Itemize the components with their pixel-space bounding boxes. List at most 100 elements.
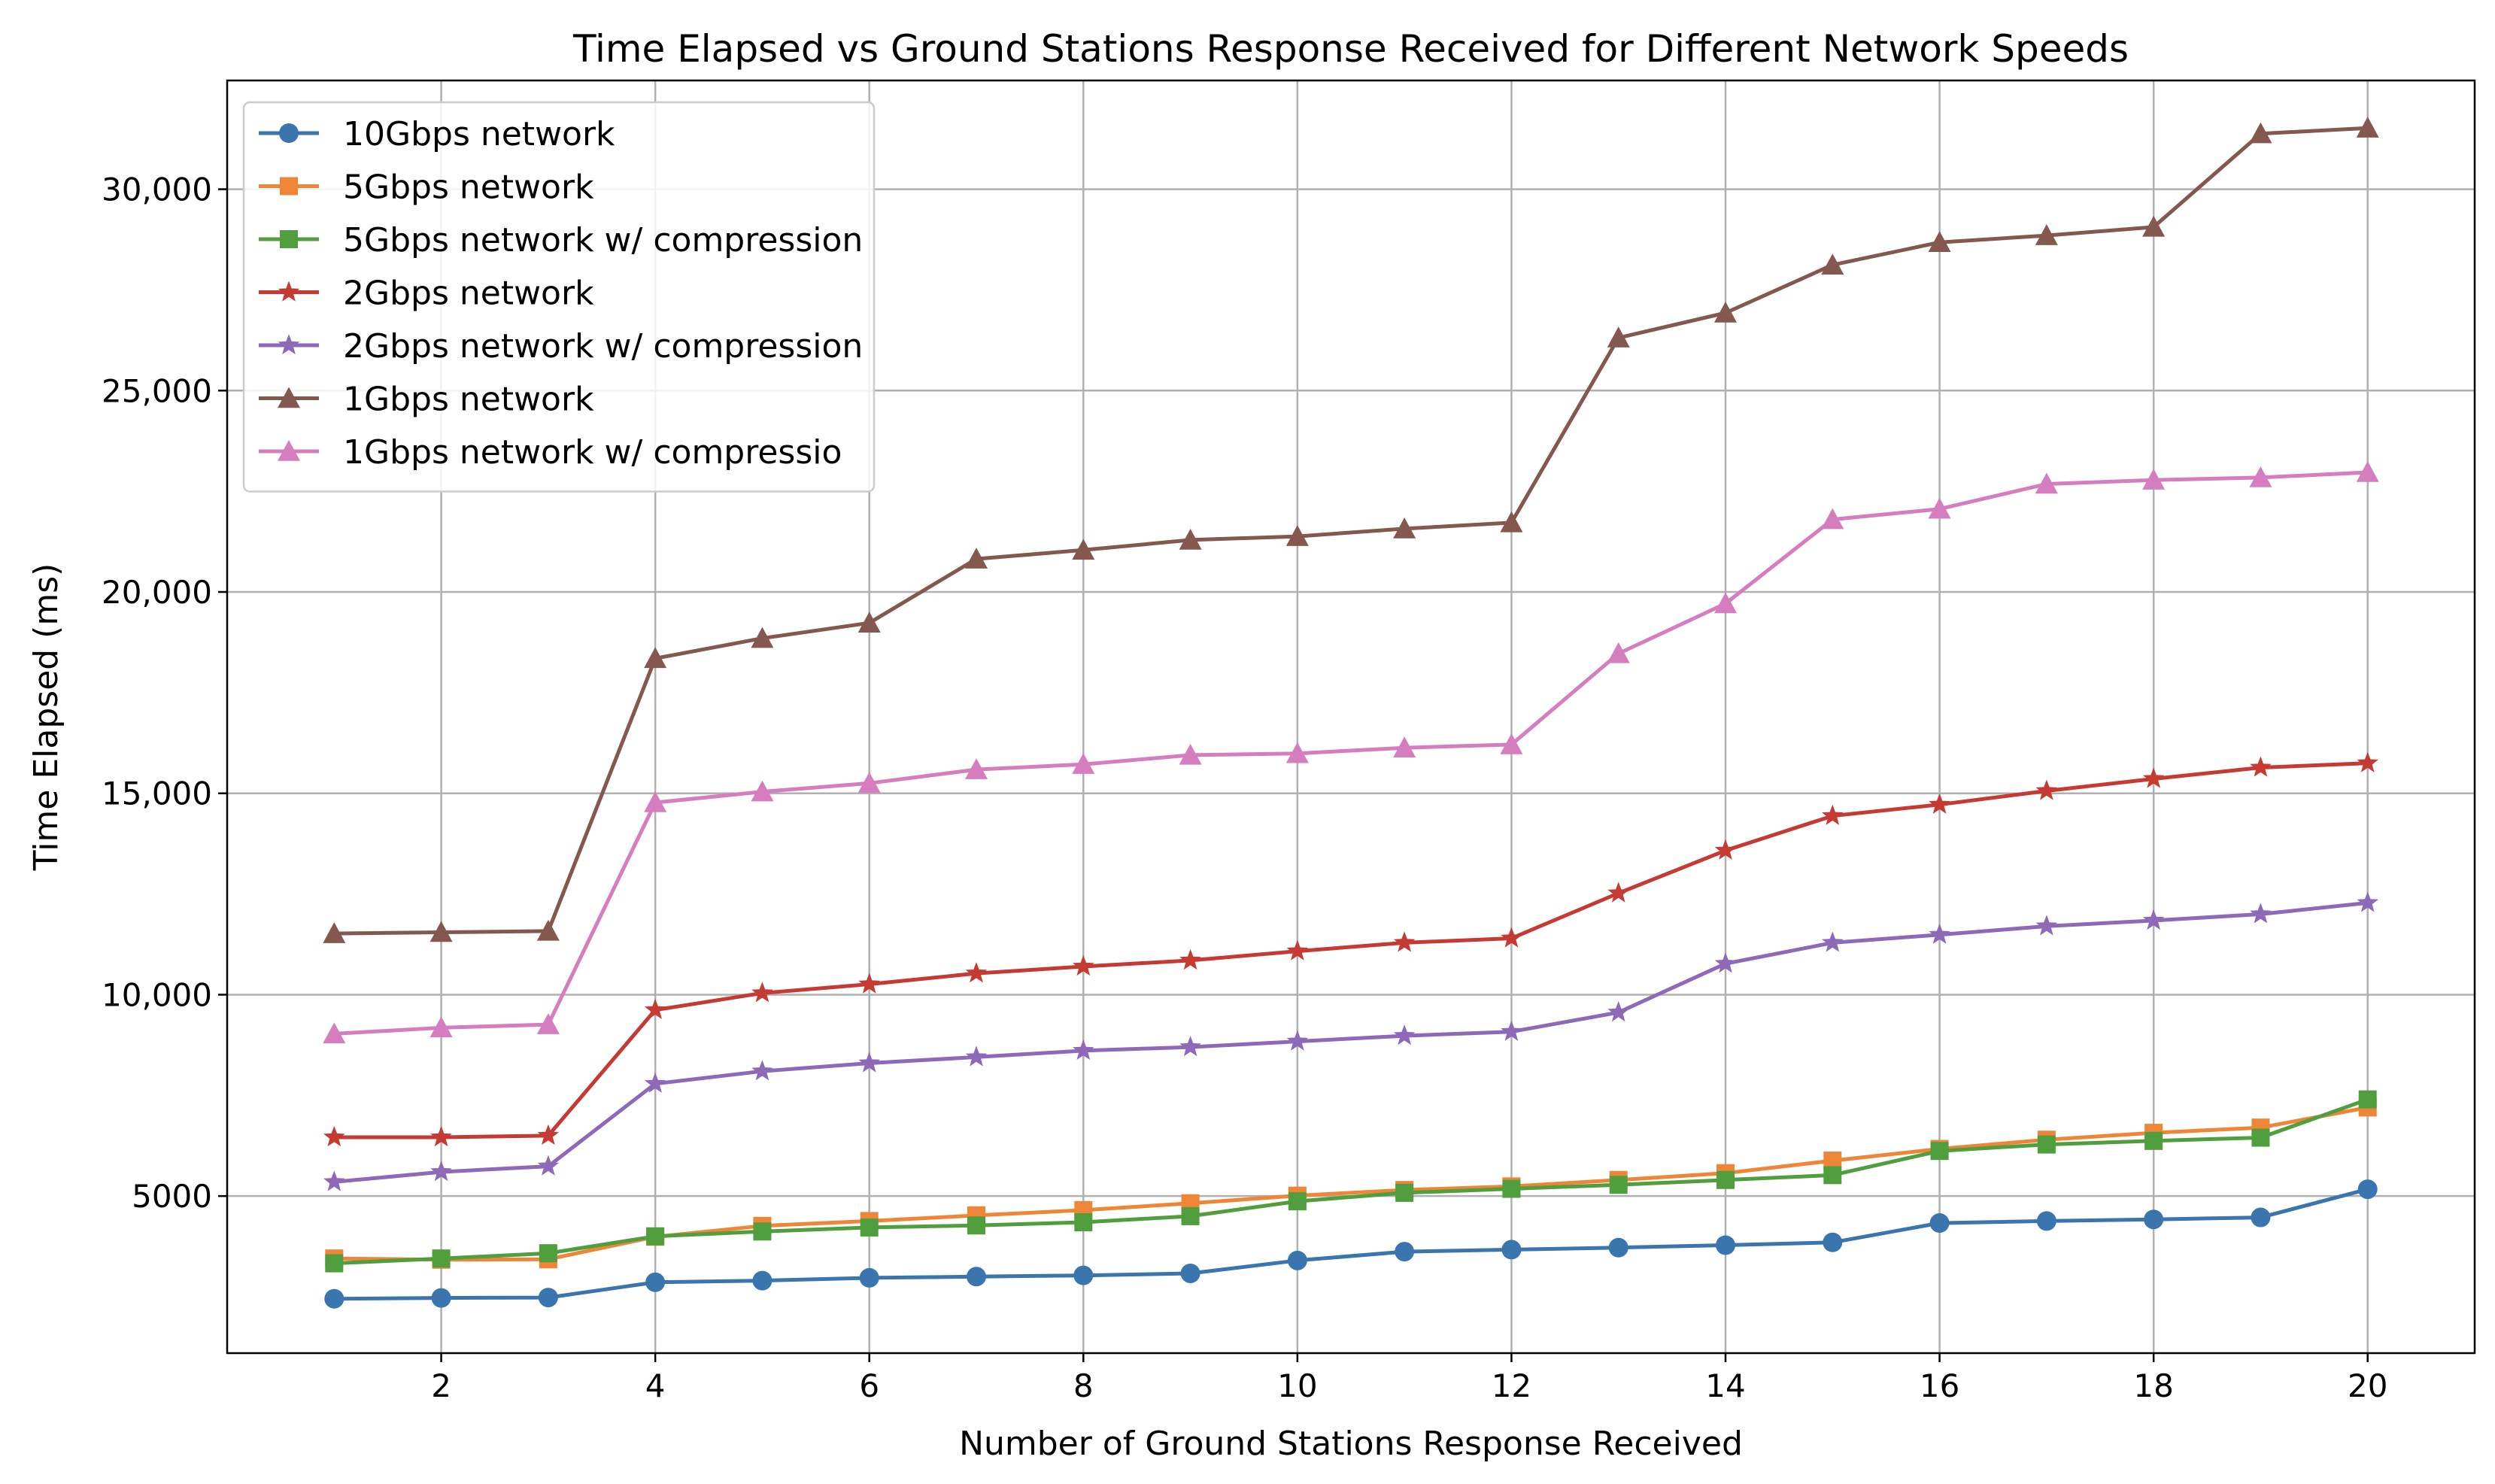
legend-marker (278, 334, 300, 355)
data-point (1821, 253, 1844, 275)
series-line (334, 1097, 2369, 1266)
series-line (334, 1187, 2369, 1301)
data-point (1286, 939, 1309, 961)
data-point (2251, 1128, 2270, 1147)
data-point (1073, 955, 1094, 976)
y-tick-label: 15,000 (102, 775, 212, 812)
series-7 (323, 460, 2379, 1044)
data-point (1285, 525, 1309, 546)
data-point (2035, 224, 2058, 245)
data-point (645, 1272, 666, 1292)
data-point (2142, 215, 2166, 237)
data-point (323, 922, 346, 943)
legend-box (242, 101, 876, 493)
data-point (1074, 1212, 1093, 1231)
data-point (1714, 839, 1737, 860)
data-point (646, 1227, 665, 1246)
data-point (536, 1013, 560, 1034)
legend-marker (279, 123, 299, 143)
data-point (2037, 1135, 2056, 1154)
x-tick-label: 8 (1073, 1367, 1094, 1404)
data-point (1288, 1192, 1307, 1211)
data-point (1179, 1036, 1201, 1057)
data-point (1395, 1242, 1415, 1262)
data-point (965, 962, 988, 983)
data-point (1928, 231, 1951, 252)
data-point (752, 1270, 772, 1291)
data-point (537, 1155, 560, 1176)
data-point (965, 548, 988, 569)
data-point (858, 1052, 880, 1073)
series-1 (324, 1179, 2378, 1309)
data-point (1180, 1263, 1200, 1283)
data-point (1072, 753, 1095, 774)
x-tick-label: 18 (2133, 1367, 2173, 1404)
data-point (1502, 1179, 1521, 1198)
legend-marker (278, 387, 300, 408)
data-point (2250, 903, 2272, 924)
y-tick-label: 20,000 (102, 574, 212, 611)
data-point (2357, 1179, 2378, 1200)
legend-item: 10Gbps network (259, 115, 615, 153)
data-point (857, 612, 881, 633)
legend-item: 1Gbps network w/ compressio (259, 433, 842, 472)
series-line (334, 761, 2368, 1140)
data-point (1073, 1265, 1094, 1285)
series-6 (323, 117, 2379, 943)
y-axis-label: Time Elapsed (ms) (27, 563, 65, 872)
data-point (1179, 528, 1202, 550)
data-point (1608, 1237, 1628, 1258)
data-point (2356, 460, 2379, 482)
data-point (860, 1218, 879, 1237)
legend-label: 2Gbps network w/ compression (343, 327, 863, 366)
legend-marker (278, 281, 300, 302)
data-point (1500, 511, 1523, 533)
data-point (1501, 1020, 1522, 1041)
series-line (334, 470, 2368, 1036)
data-point (1716, 1235, 1735, 1255)
data-point (2142, 909, 2165, 930)
data-point (1714, 952, 1737, 973)
legend-item: 1Gbps network (259, 381, 594, 419)
x-tick-label: 12 (1492, 1367, 1531, 1404)
data-point (2358, 1090, 2377, 1109)
legend-marker (280, 230, 298, 248)
data-point (1714, 301, 1737, 323)
data-point (1500, 733, 1523, 754)
data-point (429, 1016, 453, 1038)
data-point (1823, 1166, 1842, 1185)
legend-label: 1Gbps network w/ compressio (343, 433, 842, 472)
data-point (644, 647, 667, 669)
data-point (2357, 891, 2378, 912)
data-point (537, 1124, 560, 1145)
data-point (1607, 882, 1629, 903)
data-point (2250, 756, 2272, 777)
data-point (967, 1267, 986, 1287)
data-point (432, 1249, 451, 1268)
data-point (536, 919, 560, 941)
data-point (1072, 539, 1095, 560)
data-point (967, 1216, 985, 1235)
data-point (2357, 751, 2378, 772)
data-point (753, 1222, 772, 1241)
x-axis-label: Number of Ground Stations Response Recei… (959, 1425, 1743, 1463)
data-point (2144, 1209, 2164, 1230)
data-point (1393, 1024, 1416, 1045)
data-point (751, 1060, 773, 1081)
legend-label: 10Gbps network (343, 115, 615, 153)
legend-label: 5Gbps network w/ compression (343, 221, 863, 259)
data-point (323, 1126, 345, 1147)
data-point (1716, 1170, 1735, 1189)
data-point (539, 1244, 557, 1263)
x-tick-label: 20 (2348, 1367, 2387, 1404)
data-point (1822, 931, 1844, 952)
x-tick-label: 10 (1277, 1367, 1317, 1404)
data-point (1607, 326, 1630, 347)
data-point (1609, 1176, 1628, 1194)
axis-ticks: 2 4 6 8 10 12 14 16 18 20 5000 10,000 15,000 20,000 25… (102, 171, 2387, 1404)
data-point (2142, 767, 2165, 788)
data-point (1393, 517, 1416, 539)
data-point (430, 1161, 452, 1182)
data-point (1929, 1213, 1950, 1234)
